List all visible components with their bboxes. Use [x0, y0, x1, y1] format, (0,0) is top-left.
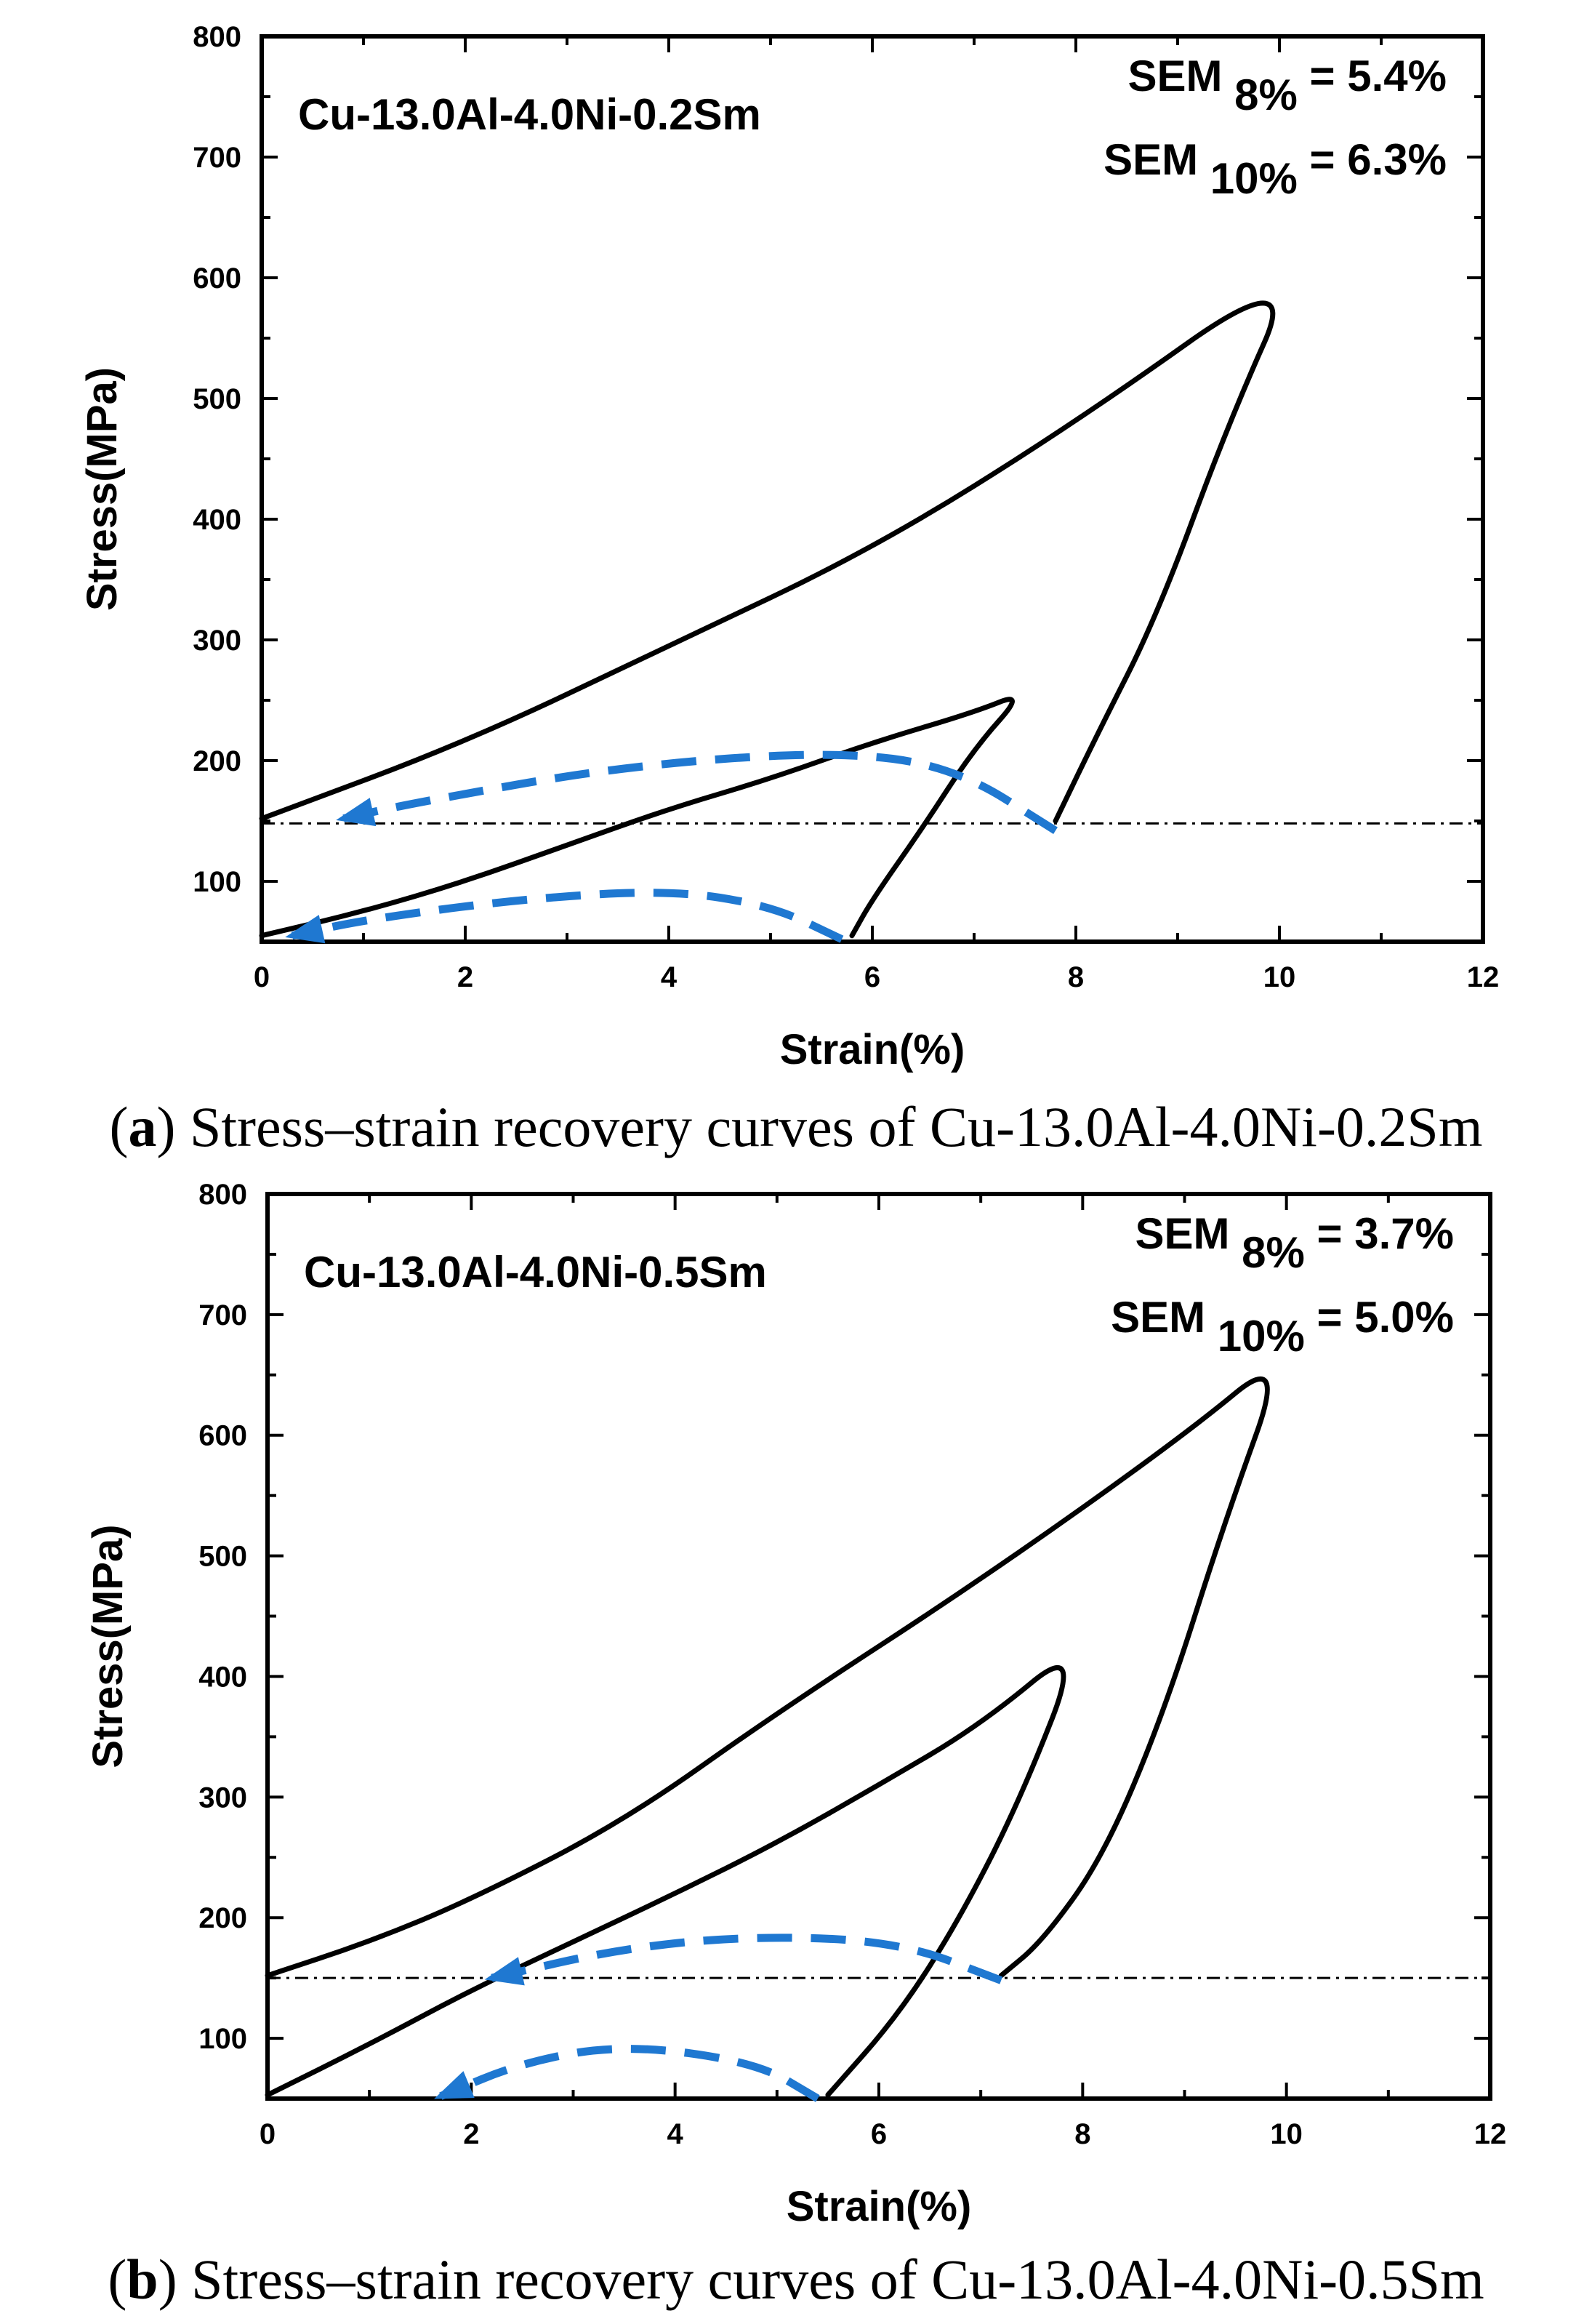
recovery-arrowhead [434, 2071, 475, 2099]
recovery-arrow [342, 750, 1058, 834]
x-tick-label: 0 [254, 961, 270, 993]
caption-letter: b [126, 2248, 158, 2311]
x-axis-title: Strain(%) [780, 1026, 965, 1073]
x-tick-label: 8 [1068, 961, 1084, 993]
y-tick-label: 300 [193, 625, 241, 657]
y-tick-label: 500 [193, 383, 241, 415]
caption-letter: a [128, 1095, 157, 1158]
sem-prefix: SEM [1127, 52, 1234, 100]
x-tick-label: 12 [1474, 2118, 1507, 2150]
sem-value: = 5.4% [1298, 52, 1447, 100]
recovery-arrowhead [336, 798, 377, 827]
sem-prefix: SEM [1135, 1209, 1242, 1258]
sem-subscript: 10% [1210, 154, 1298, 203]
stress-strain-chart-b: 0 2 4 6 8 10 12 100 200 300 400 500 600 700 800 Strain(… [84, 1179, 1507, 2230]
sem-value: = 3.7% [1305, 1209, 1454, 1258]
y-tick-label: 100 [193, 866, 241, 898]
x-tick-label: 6 [871, 2118, 887, 2150]
x-tick-label: 2 [457, 961, 473, 993]
recovery-arrow [439, 2045, 820, 2102]
x-tick-label: 4 [661, 961, 678, 993]
sem-annotation: SEM 8% = 5.4% [1127, 52, 1447, 119]
y-tick-label: 800 [193, 21, 241, 53]
y-tick-label: 600 [198, 1420, 247, 1452]
sample-label: Cu-13.0Al-4.0Ni-0.5Sm [304, 1248, 767, 1297]
x-tick-label: 8 [1074, 2118, 1090, 2150]
recovery-arrowhead [484, 1957, 525, 1986]
sem-subscript: 10% [1218, 1312, 1305, 1361]
y-tick-label: 700 [193, 142, 241, 174]
sem-value: = 5.0% [1305, 1293, 1454, 1342]
stress-strain-curve [265, 1665, 1066, 2098]
y-tick-label: 700 [198, 1299, 247, 1331]
x-tick-label: 12 [1467, 961, 1500, 993]
y-tick-label: 200 [198, 1902, 247, 1934]
recovery-arrow [291, 889, 844, 943]
y-axis-title: Stress(MPa) [84, 1524, 132, 1768]
x-tick-label: 4 [667, 2118, 684, 2150]
y-tick-label: 800 [198, 1179, 247, 1211]
recovery-arrow [491, 1934, 1003, 1984]
y-tick-label: 400 [198, 1661, 247, 1693]
y-axis-title: Stress(MPa) [79, 367, 126, 611]
sample-label: Cu-13.0Al-4.0Ni-0.2Sm [298, 90, 761, 139]
y-tick-label: 400 [193, 504, 241, 536]
stress-strain-curve [259, 697, 1015, 939]
x-axis-title: Strain(%) [787, 2183, 972, 2230]
stress-strain-curve [265, 1376, 1270, 1979]
x-tick-label: 2 [463, 2118, 479, 2150]
sem-prefix: SEM [1111, 1293, 1218, 1342]
y-tick-label: 500 [198, 1541, 247, 1573]
caption-text: Stress–strain recovery curves of Cu-13.0… [175, 1095, 1483, 1158]
caption-b: (b) Stress–strain recovery curves of Cu-… [108, 2248, 1484, 2311]
stress-strain-curve [259, 300, 1276, 824]
sem-prefix: SEM [1103, 135, 1210, 184]
sem-subscript: 8% [1234, 71, 1298, 119]
x-tick-label: 10 [1263, 961, 1296, 993]
x-tick-label: 0 [260, 2118, 276, 2150]
y-tick-label: 600 [193, 263, 241, 294]
caption-a: (a) Stress–strain recovery curves of Cu-… [109, 1095, 1483, 1158]
x-tick-label: 6 [864, 961, 880, 993]
sem-annotation: SEM 10% = 5.0% [1111, 1293, 1454, 1361]
y-tick-label: 100 [198, 2023, 247, 2055]
y-tick-label: 200 [193, 745, 241, 777]
sem-annotation: SEM 8% = 3.7% [1135, 1209, 1454, 1277]
sem-subscript: 8% [1242, 1228, 1305, 1277]
sem-annotation: SEM 10% = 6.3% [1103, 135, 1447, 203]
sem-value: = 6.3% [1298, 135, 1447, 184]
stress-strain-chart-a: 0 2 4 6 8 10 12 100 200 300 400 500 600 700 800 Strain(… [79, 21, 1500, 1073]
caption-text: Stress–strain recovery curves of Cu-13.0… [177, 2248, 1484, 2311]
x-tick-label: 10 [1270, 2118, 1303, 2150]
recovery-arrowhead [285, 915, 326, 944]
y-tick-label: 300 [198, 1782, 247, 1814]
chart-panel-b: 0 2 4 6 8 10 12 100 200 300 400 500 600 700 800 Strain(… [0, 1156, 1592, 2324]
chart-panel-a: 0 2 4 6 8 10 12 100 200 300 400 500 600 700 800 Strain(… [79, 21, 1500, 1158]
